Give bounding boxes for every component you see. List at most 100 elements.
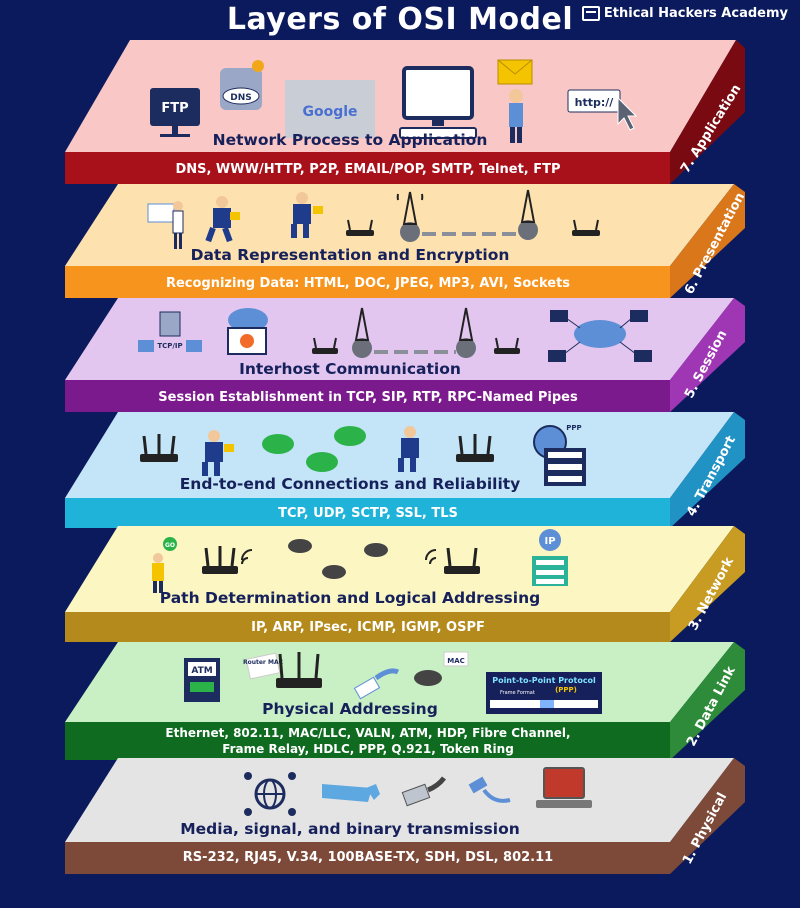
google-icon: Google xyxy=(285,80,375,138)
layer-heading: Physical Addressing xyxy=(262,700,438,718)
layer-illustrations xyxy=(147,189,600,249)
layer-heading: End-to-end Connections and Reliability xyxy=(179,475,521,493)
layer-protocols: Recognizing Data: HTML, DOC, JPEG, MP3, … xyxy=(165,276,571,291)
ppp-frame-icon: Point-to-Point Protocol(PPP) Frame Format xyxy=(486,672,602,714)
layer-protocols-line-1: Ethernet, 802.11, MAC/LLC, VALN, ATM, HD… xyxy=(165,726,571,740)
url-text: http:// xyxy=(575,96,615,109)
layer-protocols: TCP, UDP, SCTP, SSL, TLS xyxy=(278,506,458,521)
layer-illustrations xyxy=(244,767,592,816)
cell-tower-icon xyxy=(396,191,424,242)
presenter-icon xyxy=(147,201,184,249)
layer-slab xyxy=(65,526,745,642)
router-icon xyxy=(312,337,338,354)
layer-heading: Data Representation and Encryption xyxy=(190,246,510,264)
router-icon xyxy=(288,539,388,579)
ppp-sub-text: (PPP) xyxy=(555,686,577,694)
layer-protocols: IP, ARP, IPsec, ICMP, IGMP, OSPF xyxy=(251,620,485,635)
laptop-icon xyxy=(581,6,600,21)
network-cloud-icon xyxy=(548,310,652,362)
fiber-cable-icon xyxy=(322,784,380,802)
courier-icon xyxy=(202,430,234,476)
layer-network: GO IP Path Determination and Logical Add… xyxy=(0,526,800,648)
email-person-icon xyxy=(497,59,533,143)
atm-icon: ATM xyxy=(184,658,220,702)
mac-router-icon: MAC xyxy=(414,651,469,686)
layer-front-band xyxy=(65,498,670,528)
layer-protocols: Session Establishment in TCP, SIP, RTP, … xyxy=(158,390,578,405)
cloud-settings-icon xyxy=(227,308,268,355)
layer-side-face xyxy=(670,642,745,760)
router-icon xyxy=(494,337,520,354)
cell-tower-icon xyxy=(518,189,538,240)
atm-text: ATM xyxy=(191,666,212,676)
layer-side-face xyxy=(670,184,745,298)
ppp-title-text: Point-to-Point Protocol xyxy=(492,676,596,685)
page-title: Layers of OSI Model xyxy=(226,2,574,37)
layer-side-face xyxy=(670,526,745,642)
layer-top-face xyxy=(65,184,734,266)
layer-slab xyxy=(65,758,745,874)
ip-server-icon: IP xyxy=(532,529,568,586)
ftp-icon: FTP xyxy=(150,88,200,137)
dns-icon: DNS xyxy=(220,60,264,110)
layer-front-band xyxy=(65,266,670,298)
wifi-router-icon xyxy=(425,547,480,574)
layer-illustrations: ATM Router MAC MAC Point-to-Point Protoc… xyxy=(184,651,602,714)
layer-heading: Media, signal, and binary transmission xyxy=(180,820,520,838)
layer-illustrations: FTP DNS Google http:// xyxy=(150,59,638,143)
brand-name: Ethical Hackers Academy xyxy=(603,6,788,21)
dns-text: DNS xyxy=(230,93,252,103)
ppp-text: PPP xyxy=(566,424,581,432)
ppp-server-icon: PPP xyxy=(533,424,586,486)
layer-physical: Media, signal, and binary transmission R… xyxy=(0,758,800,882)
layer-protocols: RS-232, RJ45, V.34, 100BASE-TX, SDH, DSL… xyxy=(182,850,554,865)
layer-data-link: ATM Router MAC MAC Point-to-Point Protoc… xyxy=(0,642,800,766)
global-network-icon xyxy=(244,772,296,816)
courier-icon xyxy=(205,196,240,243)
url-cursor-icon: http:// xyxy=(567,89,638,131)
ip-text: IP xyxy=(544,536,555,547)
layer-presentation: Data Representation and Encryption Recog… xyxy=(0,184,800,304)
cell-tower-icon xyxy=(456,307,476,358)
mac-text: MAC xyxy=(447,657,465,665)
router-mac-icon: Router MAC xyxy=(243,652,322,688)
router-icon xyxy=(346,219,374,236)
layer-illustrations: GO IP xyxy=(152,529,568,593)
rj45-connector-icon xyxy=(401,776,446,807)
google-text: Google xyxy=(302,104,357,120)
layer-side-face xyxy=(670,412,745,528)
traffic-officer-icon: GO xyxy=(152,537,177,593)
layer-side-face xyxy=(670,40,745,184)
layer-top-face xyxy=(65,526,734,612)
router-icon xyxy=(140,434,178,462)
ftp-text: FTP xyxy=(161,101,188,116)
courier-icon xyxy=(291,192,323,238)
router-icon xyxy=(456,434,494,462)
cell-tower-icon xyxy=(352,307,372,358)
layer-protocols: DNS, WWW/HTTP, P2P, EMAIL/POP, SMTP, Tel… xyxy=(175,162,561,177)
layer-protocols: Ethernet, 802.11, MAC/LLC, VALN, ATM, HD… xyxy=(68,725,668,757)
brand: Ethical Hackers Academy xyxy=(581,6,788,21)
layer-protocols-line-2: Frame Relay, HDLC, PPP, Q.921, Token Rin… xyxy=(222,742,514,756)
tcpip-icon: TCP/IP xyxy=(138,311,202,352)
frame-format-text: Frame Format xyxy=(500,690,535,696)
layer-heading: Path Determination and Logical Addressin… xyxy=(159,589,541,607)
layer-front-band xyxy=(65,722,670,760)
layer-transport: PPP End-to-end Connections and Reliabili… xyxy=(0,412,800,534)
tcpip-text: TCP/IP xyxy=(157,342,182,350)
layer-illustrations: PPP xyxy=(140,424,586,486)
router-icon xyxy=(572,219,600,236)
router-mac-text: Router MAC xyxy=(243,659,284,666)
layer-slab xyxy=(65,184,745,298)
wifi-router-icon xyxy=(202,546,253,574)
usb-cable-icon xyxy=(468,776,511,803)
layer-session: TCP/IP Interhost Communication Session E… xyxy=(0,298,800,418)
layer-heading: Interhost Communication xyxy=(239,360,461,378)
layer-front-band xyxy=(65,842,670,874)
layer-front-band xyxy=(65,152,670,184)
switch-icon xyxy=(262,426,366,472)
laptop-icon xyxy=(536,767,592,808)
layer-heading: Network Process to Application xyxy=(212,131,488,149)
layer-side-face xyxy=(670,298,745,412)
layer-application: FTP DNS Google http:// xyxy=(0,40,800,190)
